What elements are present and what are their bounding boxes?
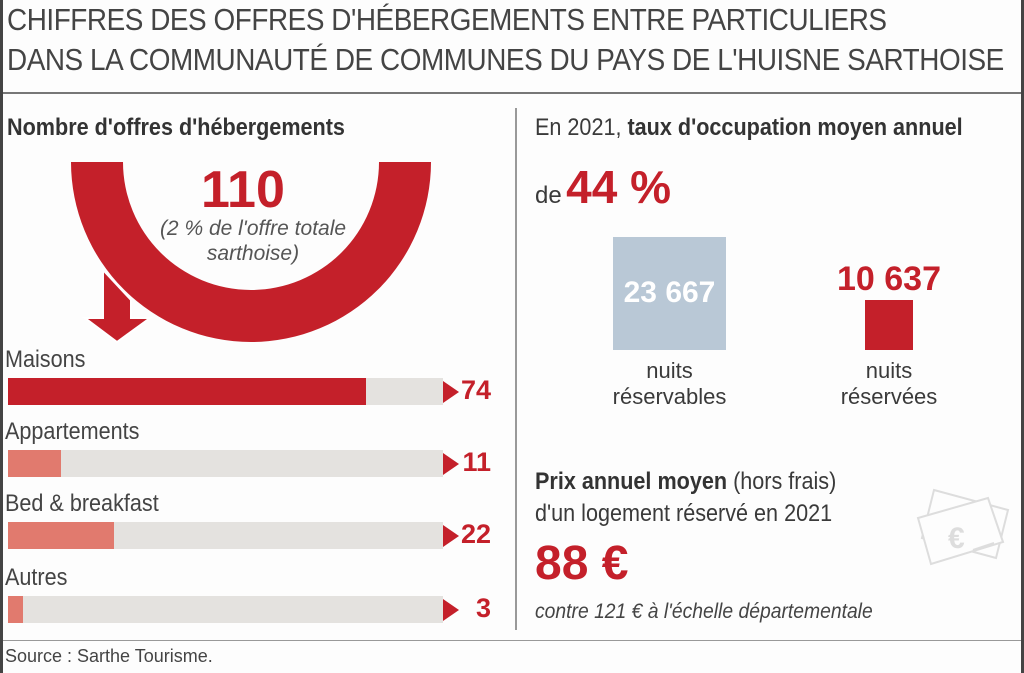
bar-track-arrow <box>443 525 459 547</box>
bar-value-label: 22 <box>460 519 491 549</box>
offers-note-line1: (2 % de l'offre totale <box>159 217 347 240</box>
bar-track-arrow <box>443 599 459 621</box>
bar-category-label: Bed & breakfast <box>5 490 159 517</box>
down-arrow-icon <box>82 267 154 344</box>
half-ring-graphic <box>71 162 431 344</box>
offers-note: (2 % de l'offre totale sarthoise) <box>143 216 363 266</box>
half-ring <box>71 162 431 342</box>
bar-category-label: Maisons <box>5 346 86 373</box>
occupation-de: de <box>535 182 562 209</box>
bookable-label-1: nuits <box>646 358 693 383</box>
svg-text:€: € <box>948 522 965 555</box>
bar-fill <box>8 450 62 477</box>
price-rest: (hors frais) <box>727 468 837 495</box>
offers-note-line2: sarthoise) <box>206 242 300 265</box>
bar-track-arrow <box>443 381 459 403</box>
footer-divider <box>3 640 1021 641</box>
booked-nights-label: nuits réservées <box>809 358 969 410</box>
offers-total: 110 <box>201 161 285 219</box>
price-line2: d'un logement réservé en 2021 <box>535 500 833 527</box>
bar-track <box>8 450 443 477</box>
bookable-nights-label: nuits réservables <box>593 358 746 410</box>
bookable-nights-value: 23 667 <box>623 276 716 309</box>
price-bold: Prix annuel moyen <box>535 468 728 495</box>
banknotes-icon: € <box>916 488 1010 566</box>
offers-heading: Nombre d'offres d'hébergements <box>7 114 345 141</box>
bar-track <box>8 596 443 623</box>
booked-nights-value: 10 637 <box>837 260 941 298</box>
column-divider <box>515 108 517 630</box>
bar-track-arrow <box>443 453 459 475</box>
booked-nights-square <box>865 300 913 350</box>
bar-category-label: Appartements <box>5 418 140 445</box>
bar-value-label: 74 <box>460 375 491 405</box>
bookable-label-2: réservables <box>612 384 727 409</box>
bar-fill <box>8 378 366 405</box>
bar-category-label: Autres <box>5 564 68 591</box>
price-compare: contre 121 € à l'échelle départementale <box>535 600 873 623</box>
price-value: 88 € <box>535 537 629 590</box>
bar-value-label: 3 <box>475 593 491 623</box>
occupation-rate-line: de 44 % <box>535 160 671 214</box>
bar-value-label: 11 <box>462 447 491 477</box>
source: Source : Sarthe Tourisme. <box>5 646 213 666</box>
bar-fill <box>8 522 115 549</box>
title-line-2: DANS LA COMMUNAUTÉ DE COMMUNES DU PAYS D… <box>7 42 1004 77</box>
booked-label-1: nuits <box>865 358 913 383</box>
bar-fill <box>8 596 23 623</box>
title-divider <box>3 92 1021 94</box>
occupation-prefix: En 2021, <box>535 114 628 141</box>
occupation-rate: 44 % <box>566 161 672 213</box>
occupation-heading: En 2021, taux d'occupation moyen annuel <box>535 114 963 142</box>
bookable-nights-square <box>613 237 726 350</box>
occupation-bold: taux d'occupation moyen annuel <box>627 114 963 141</box>
booked-label-2: réservées <box>840 384 938 409</box>
title-line-1: CHIFFRES DES OFFRES D'HÉBERGEMENTS ENTRE… <box>7 2 887 37</box>
price-heading: Prix annuel moyen (hors frais) <box>535 468 836 496</box>
